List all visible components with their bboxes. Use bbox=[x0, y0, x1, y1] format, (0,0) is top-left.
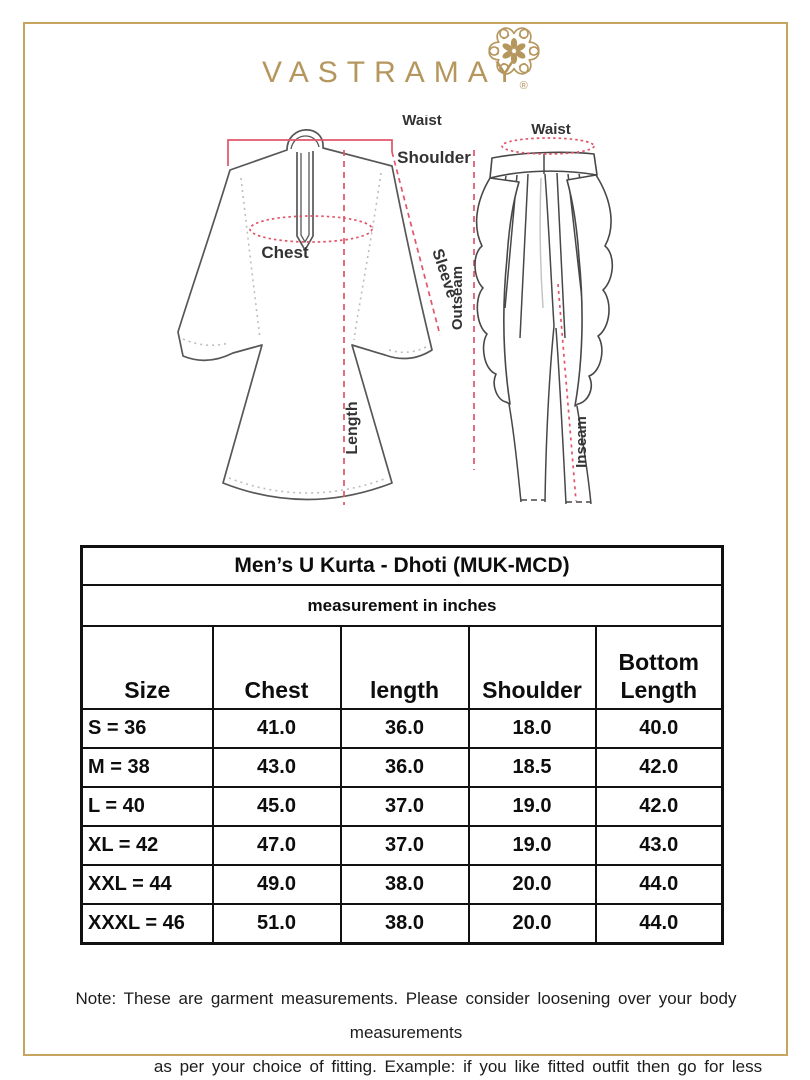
kurta-outline bbox=[177, 129, 433, 501]
dhoti-drape-right bbox=[566, 174, 614, 407]
chest-cell: 45.0 bbox=[211, 786, 342, 827]
kurta-cuff-stitch-right bbox=[388, 345, 429, 354]
bottom-length-cell: 44.0 bbox=[594, 903, 724, 945]
shoulder-cell: 20.0 bbox=[467, 903, 597, 945]
kurta-placket-outer bbox=[296, 151, 314, 252]
table-subtitle: measurement in inches bbox=[80, 584, 724, 627]
chest-cell: 43.0 bbox=[211, 747, 342, 788]
table-header-row: Size Chest length Shoulder Bottom Length bbox=[80, 625, 724, 710]
length-cell: 37.0 bbox=[339, 786, 470, 827]
bottom-length-cell: 44.0 bbox=[594, 864, 724, 905]
dhoti-left-leg-outer bbox=[508, 403, 522, 503]
bottom-length-cell: 43.0 bbox=[594, 825, 724, 866]
size-cell: S = 36 bbox=[80, 708, 214, 749]
table-title: Men’s U Kurta - Dhoti (MUK-MCD) bbox=[80, 545, 724, 586]
dhoti-inseam-line bbox=[557, 283, 577, 502]
brand-logo: VASTRAMAY® bbox=[262, 56, 532, 92]
dhoti-right-leg-outer bbox=[576, 405, 592, 505]
table-title-row: Men’s U Kurta - Dhoti (MUK-MCD) bbox=[80, 545, 724, 586]
registered-mark: ® bbox=[519, 80, 528, 92]
chest-cell: 41.0 bbox=[211, 708, 342, 749]
brand-logo-text: VASTRAMAY bbox=[262, 56, 524, 89]
size-cell: L = 40 bbox=[80, 786, 214, 827]
note-line-2: as per your choice of fitting. Example: … bbox=[153, 1057, 763, 1076]
kurta-chest-ellipse bbox=[249, 215, 373, 243]
bottom-length-cell: 42.0 bbox=[594, 786, 724, 827]
shoulder-cell: 19.0 bbox=[467, 786, 597, 827]
dhoti-inseam-label: Inseam bbox=[573, 416, 590, 468]
dhoti-right-leg-inner bbox=[555, 327, 567, 505]
kurta-shoulder-line bbox=[227, 139, 393, 166]
kurta-outseam-label: Outseam bbox=[449, 266, 466, 330]
table-row: XXXL = 46 51.0 38.0 20.0 44.0 bbox=[80, 903, 724, 945]
chest-cell: 49.0 bbox=[211, 864, 342, 905]
shoulder-cell: 18.0 bbox=[467, 708, 597, 749]
kurta-hem-stitch bbox=[228, 477, 388, 494]
column-header-bottom-length: Bottom Length bbox=[594, 625, 724, 710]
chest-cell: 51.0 bbox=[211, 903, 342, 945]
size-cell: XXXL = 46 bbox=[80, 903, 214, 945]
garment-measurement-diagram: Waist Shoulder Chest Sleeve Outseam Leng… bbox=[177, 112, 614, 505]
kurta-shoulder-label: Shoulder bbox=[397, 148, 471, 167]
dhoti-diagram: Waist Inseam bbox=[474, 121, 614, 505]
dhoti-drape-left bbox=[474, 177, 520, 405]
column-header-length: length bbox=[339, 625, 470, 710]
gold-frame-border bbox=[23, 22, 788, 1056]
length-cell: 36.0 bbox=[339, 708, 470, 749]
kurta-cuff-stitch-left bbox=[182, 338, 230, 347]
bottom-length-cell: 40.0 bbox=[594, 708, 724, 749]
dhoti-left-leg-inner bbox=[544, 325, 555, 503]
brand-emblem-icon bbox=[488, 27, 540, 75]
table-row: XXL = 44 49.0 38.0 20.0 44.0 bbox=[80, 864, 724, 905]
table-row: L = 40 45.0 37.0 19.0 42.0 bbox=[80, 786, 724, 827]
length-cell: 38.0 bbox=[339, 903, 470, 945]
shoulder-cell: 19.0 bbox=[467, 825, 597, 866]
kurta-waist-label: Waist bbox=[402, 112, 441, 129]
kurta-sleeve-line bbox=[391, 151, 441, 336]
size-chart-table: Men’s U Kurta - Dhoti (MUK-MCD) measurem… bbox=[80, 545, 725, 945]
size-cell: M = 38 bbox=[80, 747, 214, 788]
shoulder-cell: 20.0 bbox=[467, 864, 597, 905]
length-cell: 37.0 bbox=[339, 825, 470, 866]
dhoti-fly-crease bbox=[539, 177, 544, 309]
dhoti-waist-ellipse bbox=[501, 137, 595, 155]
table-row: XL = 42 47.0 37.0 19.0 43.0 bbox=[80, 825, 724, 866]
length-cell: 38.0 bbox=[339, 864, 470, 905]
size-cell: XL = 42 bbox=[80, 825, 214, 866]
measurement-note: Note: These are garment measurements. Pl… bbox=[30, 982, 782, 1080]
kurta-collar-band bbox=[290, 135, 320, 150]
table-row: M = 38 43.0 36.0 18.5 42.0 bbox=[80, 747, 724, 788]
dhoti-center-front bbox=[544, 173, 555, 327]
chest-cell: 47.0 bbox=[211, 825, 342, 866]
kurta-armhole-seam-right bbox=[353, 172, 382, 341]
kurta-diagram: Waist Shoulder Chest Sleeve Outseam Leng… bbox=[177, 112, 475, 505]
length-cell: 36.0 bbox=[339, 747, 470, 788]
kurta-placket-inner bbox=[300, 152, 310, 244]
shoulder-cell: 18.5 bbox=[467, 747, 597, 788]
column-header-shoulder: Shoulder bbox=[467, 625, 597, 710]
column-header-chest: Chest bbox=[211, 625, 342, 710]
kurta-chest-label: Chest bbox=[261, 243, 309, 262]
table-subtitle-row: measurement in inches bbox=[80, 584, 724, 627]
dhoti-waist-label: Waist bbox=[531, 121, 570, 138]
bottom-length-cell: 42.0 bbox=[594, 747, 724, 788]
table-row: S = 36 41.0 36.0 18.0 40.0 bbox=[80, 708, 724, 749]
size-cell: XXL = 44 bbox=[80, 864, 214, 905]
kurta-length-label: Length bbox=[344, 401, 361, 454]
note-line-1: Note: These are garment measurements. Pl… bbox=[75, 989, 737, 1042]
column-header-size: Size bbox=[80, 625, 214, 710]
